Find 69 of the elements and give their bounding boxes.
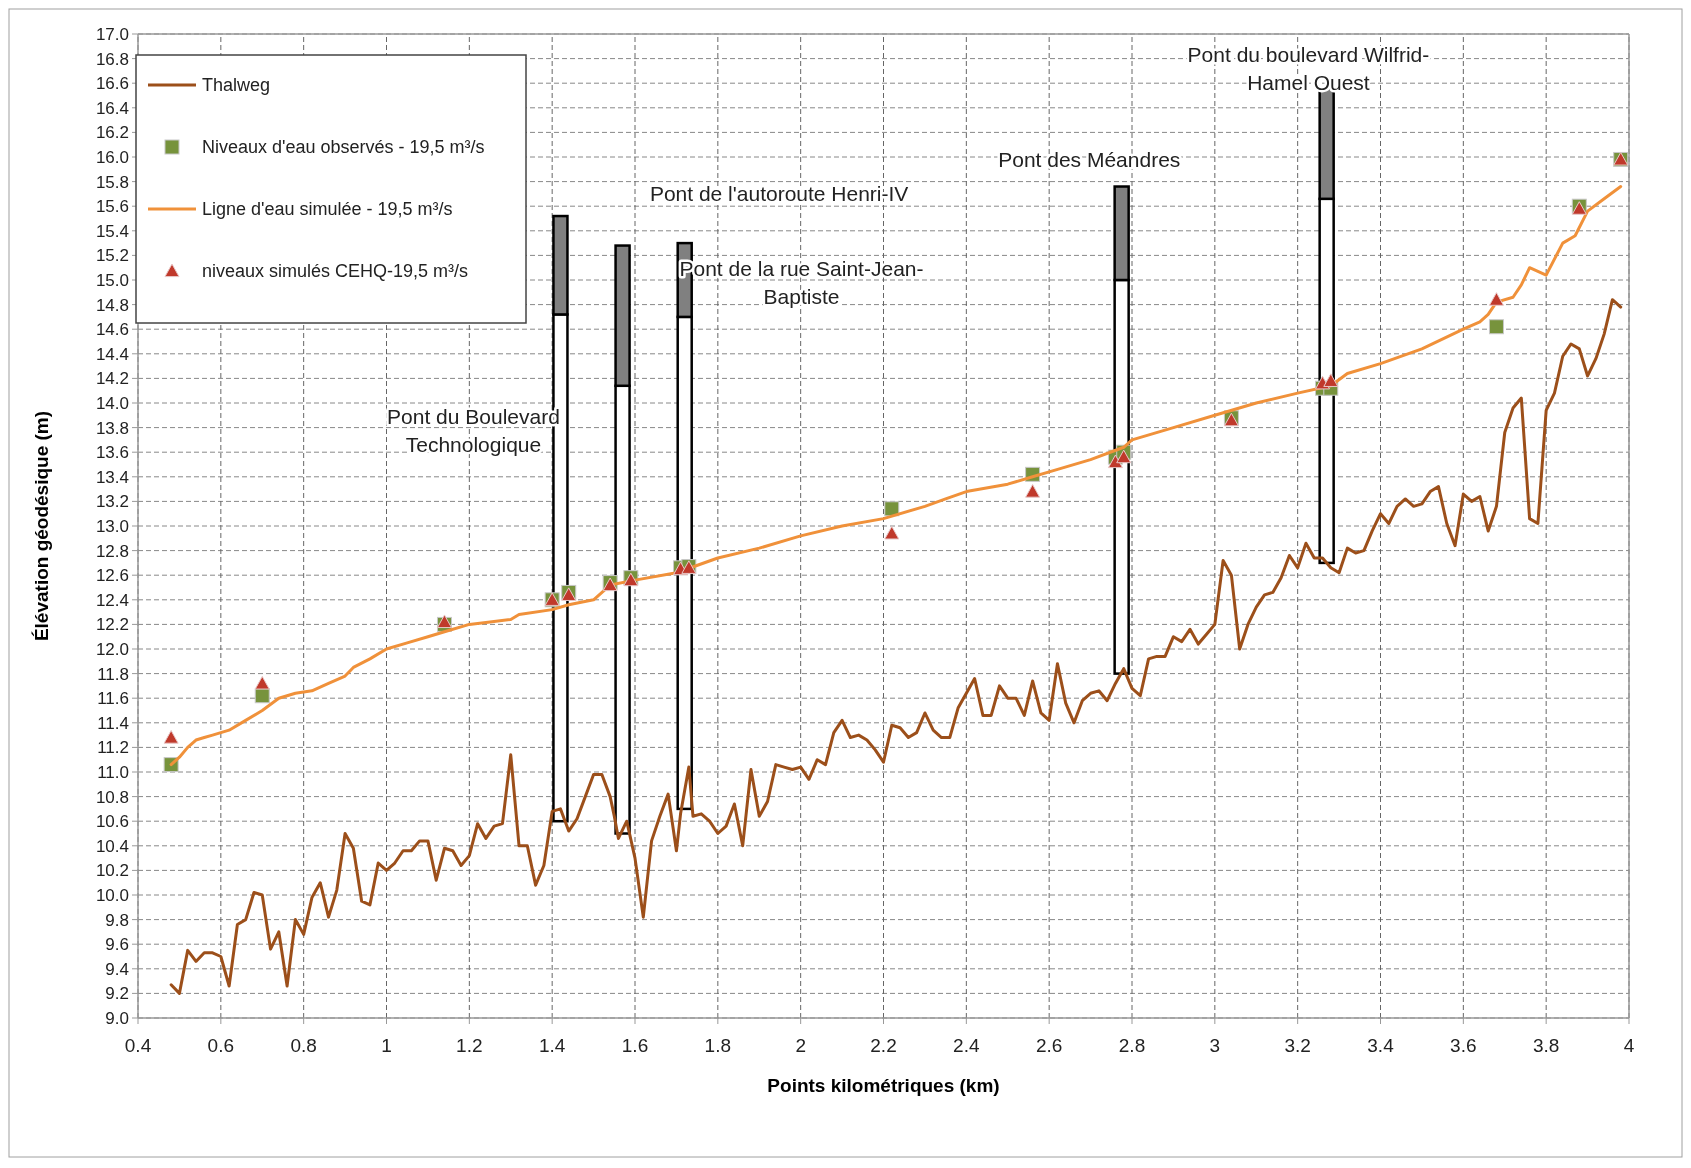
- x-axis-title: Points kilométriques (km): [767, 1075, 1000, 1096]
- y-tick-label: 15.6: [95, 197, 129, 217]
- y-tick-label: 11.2: [97, 738, 129, 758]
- legend-label: Ligne d'eau simulée - 19,5 m³/s: [202, 199, 453, 220]
- y-tick-label: 10.4: [95, 836, 129, 856]
- x-tick-label: 1: [381, 1035, 392, 1056]
- x-tick-label: 2.2: [870, 1035, 897, 1056]
- y-tick-label: 9.4: [105, 959, 129, 979]
- y-tick-label: 16.4: [95, 98, 129, 118]
- y-tick-label: 15.2: [95, 246, 129, 266]
- y-tick-label: 12.8: [95, 541, 129, 561]
- y-tick-label: 14.2: [95, 369, 129, 389]
- x-tick-label: 3.8: [1532, 1035, 1560, 1056]
- y-tick-label: 15.4: [95, 221, 129, 241]
- legend-label: Thalweg: [202, 75, 271, 96]
- legend-label: Niveaux d'eau observés - 19,5 m³/s: [202, 137, 485, 158]
- y-tick-label: 14.0: [95, 393, 129, 413]
- y-tick-label: 13.8: [95, 418, 129, 438]
- y-tick-label: 12.6: [95, 566, 129, 586]
- y-tick-label: 13.0: [95, 516, 129, 536]
- y-tick-label: 10.2: [95, 861, 129, 881]
- x-tick-label: 3.4: [1367, 1035, 1395, 1056]
- y-tick-label: 16.0: [95, 147, 129, 167]
- y-axis-title: Élévation géodésique (m): [31, 410, 52, 642]
- x-tick-label: 2.8: [1118, 1035, 1146, 1056]
- y-tick-label: 14.6: [95, 320, 129, 340]
- x-tick-label: 2: [795, 1035, 806, 1056]
- y-tick-label: 11.0: [97, 762, 129, 782]
- x-tick-label: 3.2: [1284, 1035, 1311, 1056]
- y-tick-label: 10.6: [95, 812, 129, 832]
- x-tick-label: 1.8: [704, 1035, 732, 1056]
- x-tick-label: 1.2: [456, 1035, 483, 1056]
- y-tick-label: 13.6: [95, 443, 129, 463]
- y-tick-label: 15.0: [95, 270, 129, 290]
- y-tick-label: 10.8: [95, 787, 129, 807]
- y-tick-label: 12.0: [95, 639, 129, 659]
- annotation: Pont de l'autoroute Henri-IV: [649, 181, 909, 205]
- x-tick-label: 0.8: [290, 1035, 317, 1056]
- y-tick-label: 15.8: [95, 172, 129, 192]
- x-tick-label: 2.4: [953, 1035, 980, 1056]
- x-tick-label: 3.6: [1450, 1035, 1477, 1056]
- y-tick-label: 16.8: [95, 49, 129, 69]
- y-tick-label: 14.8: [95, 295, 129, 315]
- annotation: Pont du boulevard Wilfrid- Hamel Ouest: [1187, 42, 1430, 94]
- y-tick-label: 11.6: [97, 689, 129, 709]
- y-tick-label: 10.0: [95, 885, 129, 905]
- y-tick-label: 9.8: [105, 910, 129, 930]
- y-tick-label: 11.4: [97, 713, 129, 733]
- y-tick-label: 13.2: [95, 492, 129, 512]
- y-tick-label: 14.4: [95, 344, 129, 364]
- x-tick-label: 2.6: [1035, 1035, 1063, 1056]
- y-tick-label: 12.2: [95, 615, 129, 635]
- y-tick-label: 16.2: [95, 123, 129, 143]
- annotation: Pont des Méandres: [998, 148, 1181, 172]
- y-tick-label: 9.2: [105, 984, 129, 1004]
- y-tick-label: 17.0: [95, 24, 129, 44]
- y-tick-label: 9.6: [105, 935, 129, 955]
- y-tick-label: 12.4: [95, 590, 129, 610]
- x-tick-label: 3: [1209, 1035, 1221, 1056]
- y-tick-label: 13.4: [95, 467, 129, 487]
- y-tick-label: 16.6: [95, 74, 129, 94]
- x-tick-label: 0.4: [124, 1035, 152, 1056]
- x-tick-label: 4: [1623, 1035, 1635, 1056]
- x-tick-label: 1.4: [538, 1035, 566, 1056]
- x-tick-label: 1.6: [621, 1035, 649, 1056]
- x-tick-label: 0.6: [207, 1035, 235, 1056]
- y-tick-label: 9.0: [105, 1008, 129, 1028]
- y-tick-label: 11.8: [97, 664, 129, 684]
- legend-label: niveaux simulés CEHQ-19,5 m³/s: [202, 261, 469, 282]
